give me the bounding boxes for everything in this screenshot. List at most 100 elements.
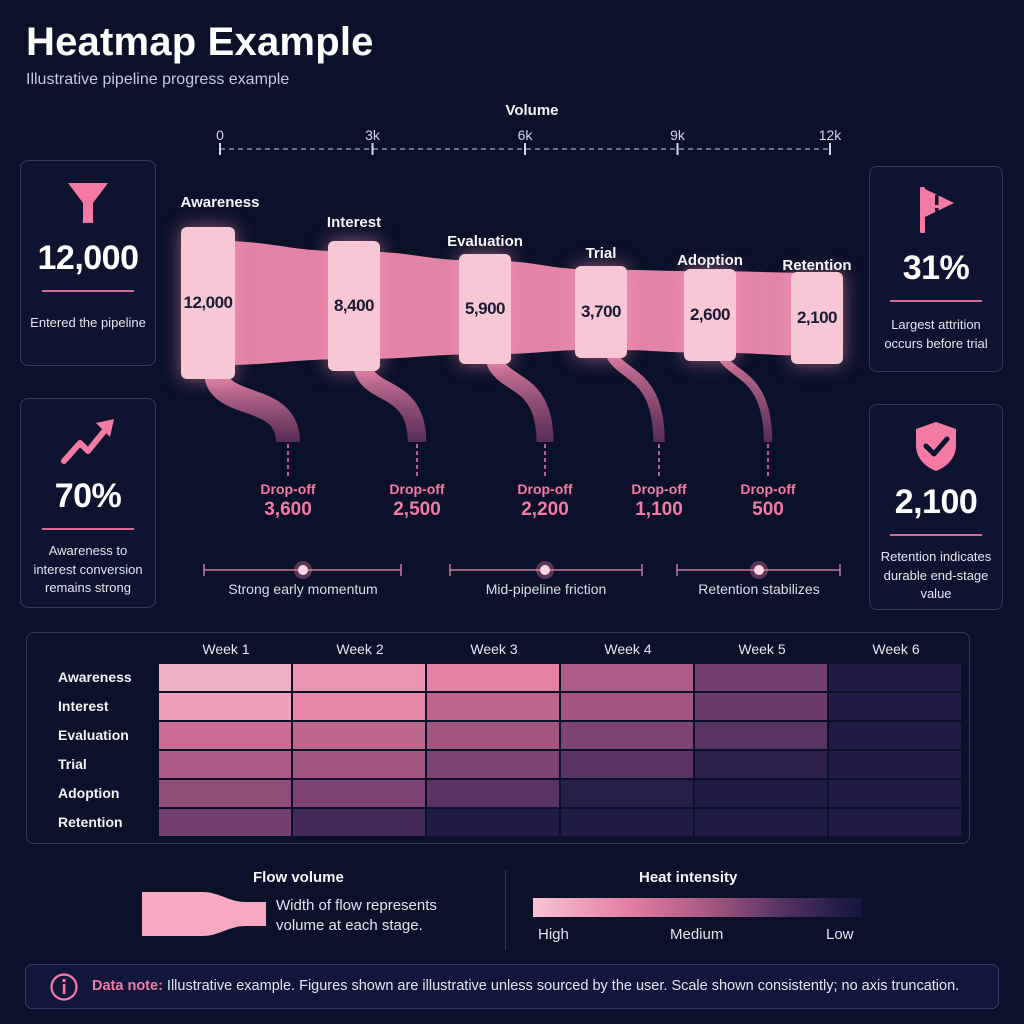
dropoff-title: Drop-off	[631, 481, 687, 497]
dropoff-value: 500	[752, 499, 784, 520]
card-attrition-value: 31%	[902, 249, 970, 287]
stage-box: 8,400	[328, 241, 380, 371]
page-title: Heatmap Example	[26, 20, 374, 64]
stage-box: 3,700	[575, 266, 627, 358]
stage-box: 12,000	[181, 227, 235, 379]
stage-name: Evaluation	[447, 233, 523, 250]
heatmap-cell	[561, 780, 693, 807]
shield-check-icon	[870, 419, 1002, 473]
annotation-marker	[298, 565, 308, 575]
heatmap-cell	[427, 693, 559, 720]
heatmap-column-label: Week 4	[604, 641, 652, 657]
legend-divider	[505, 870, 506, 950]
card-entered: 12,000 Entered the pipeline	[20, 160, 156, 366]
heat-legend-medium: Medium	[670, 926, 724, 943]
heatmap-row-label: Interest	[58, 698, 109, 714]
funnel-icon	[21, 179, 155, 229]
annotation-retention: Retention stabilizes	[698, 581, 820, 597]
data-note-body: Illustrative example. Figures shown are …	[162, 978, 960, 994]
heatmap-column-label: Week 3	[470, 641, 518, 657]
dropoff-label: Drop-off 3,600	[228, 481, 348, 521]
dropoff-label: Drop-off 2,500	[357, 481, 477, 521]
info-icon	[50, 973, 78, 1001]
volume-tick-label: 0	[216, 127, 224, 143]
heatmap-column-label: Week 6	[872, 641, 920, 657]
dropoff-title: Drop-off	[389, 481, 445, 497]
heat-legend-low: Low	[826, 926, 854, 943]
volume-axis-title: Volume	[505, 102, 559, 119]
heatmap-row-label: Evaluation	[58, 727, 129, 743]
card-conversion-desc: Awareness to interest conversion remains…	[33, 543, 143, 595]
heatmap-cell	[293, 664, 425, 691]
stage-name: Retention	[782, 257, 852, 274]
heatmap-cell	[829, 751, 961, 778]
heatmap-cell	[159, 664, 291, 691]
heatmap-cell	[561, 664, 693, 691]
heatmap-cell	[561, 722, 693, 749]
volume-tick-label: 9k	[670, 127, 685, 143]
heatmap-cell	[695, 809, 827, 836]
dropoff-value: 1,100	[635, 499, 683, 520]
heat-legend-high: High	[538, 926, 569, 943]
heatmap-cell	[159, 693, 291, 720]
heatmap-cell	[293, 722, 425, 749]
heatmap-column-label: Week 2	[336, 641, 384, 657]
heatmap-column-label: Week 1	[202, 641, 250, 657]
page-subtitle: Illustrative pipeline progress example	[26, 71, 290, 88]
heatmap-cell	[695, 722, 827, 749]
stage-name: Trial	[585, 245, 617, 262]
flow-legend-swatch	[142, 892, 266, 936]
heatmap-cell	[159, 809, 291, 836]
dropoff-label: Drop-off 2,200	[485, 481, 605, 521]
heatmap-column-label: Week 5	[738, 641, 786, 657]
heatmap-row-label: Adoption	[58, 785, 120, 801]
heatmap-cell	[427, 751, 559, 778]
heatmap-panel	[26, 632, 970, 844]
dropoff-label: Drop-off 500	[708, 481, 828, 521]
heatmap-cell	[159, 751, 291, 778]
heatmap-cell	[427, 809, 559, 836]
heatmap-cell	[293, 780, 425, 807]
stage-name: Interest	[326, 214, 382, 231]
volume-tick-label: 6k	[517, 127, 533, 143]
card-conversion-value: 70%	[54, 477, 122, 515]
data-note-text: Data note: Illustrative example. Figures…	[92, 978, 959, 994]
annotation-mid: Mid-pipeline friction	[485, 581, 607, 597]
dropoff-title: Drop-off	[517, 481, 573, 497]
annotation-marker	[540, 565, 550, 575]
heatmap-row-label: Awareness	[58, 669, 132, 685]
card-attrition-desc: Largest attrition occurs before trial	[884, 317, 988, 351]
heatmap-cell	[695, 664, 827, 691]
heatmap-cell	[695, 693, 827, 720]
card-conversion: 70% Awareness to interest conversion rem…	[20, 398, 156, 608]
volume-tick-label: 12k	[818, 127, 842, 143]
dropoff-label: Drop-off 1,100	[599, 481, 719, 521]
dropoff-curve	[352, 358, 427, 443]
heatmap-cell	[293, 809, 425, 836]
card-entered-desc: Entered the pipeline	[30, 315, 146, 330]
dropoff-value: 3,600	[264, 499, 312, 520]
data-note-label: Data note:	[92, 978, 163, 994]
heatmap-cell	[293, 693, 425, 720]
stage-name: Awareness	[180, 194, 260, 211]
heatmap-cell	[561, 809, 693, 836]
heatmap-cell	[561, 693, 693, 720]
heatmap-cell	[293, 751, 425, 778]
card-retention: 2,100 Retention indicates durable end-st…	[869, 404, 1003, 610]
stage-box: 5,900	[459, 253, 511, 365]
stage-box: 2,600	[684, 269, 736, 361]
dropoff-value: 2,200	[521, 499, 569, 520]
card-retention-value: 2,100	[894, 483, 978, 521]
heatmap-cell	[829, 722, 961, 749]
stage-name: Adoption	[677, 252, 743, 269]
heatmap-cell	[829, 693, 961, 720]
heat-legend-title: Heat intensity	[639, 869, 738, 886]
dropoff-curve	[204, 369, 300, 444]
heatmap-cell	[159, 780, 291, 807]
warning-flag-icon	[870, 183, 1002, 237]
heatmap-cell	[829, 809, 961, 836]
heatmap-row-label: Trial	[58, 756, 87, 772]
dropoff-title: Drop-off	[260, 481, 316, 497]
data-note	[25, 964, 999, 1009]
heatmap-cell	[695, 780, 827, 807]
